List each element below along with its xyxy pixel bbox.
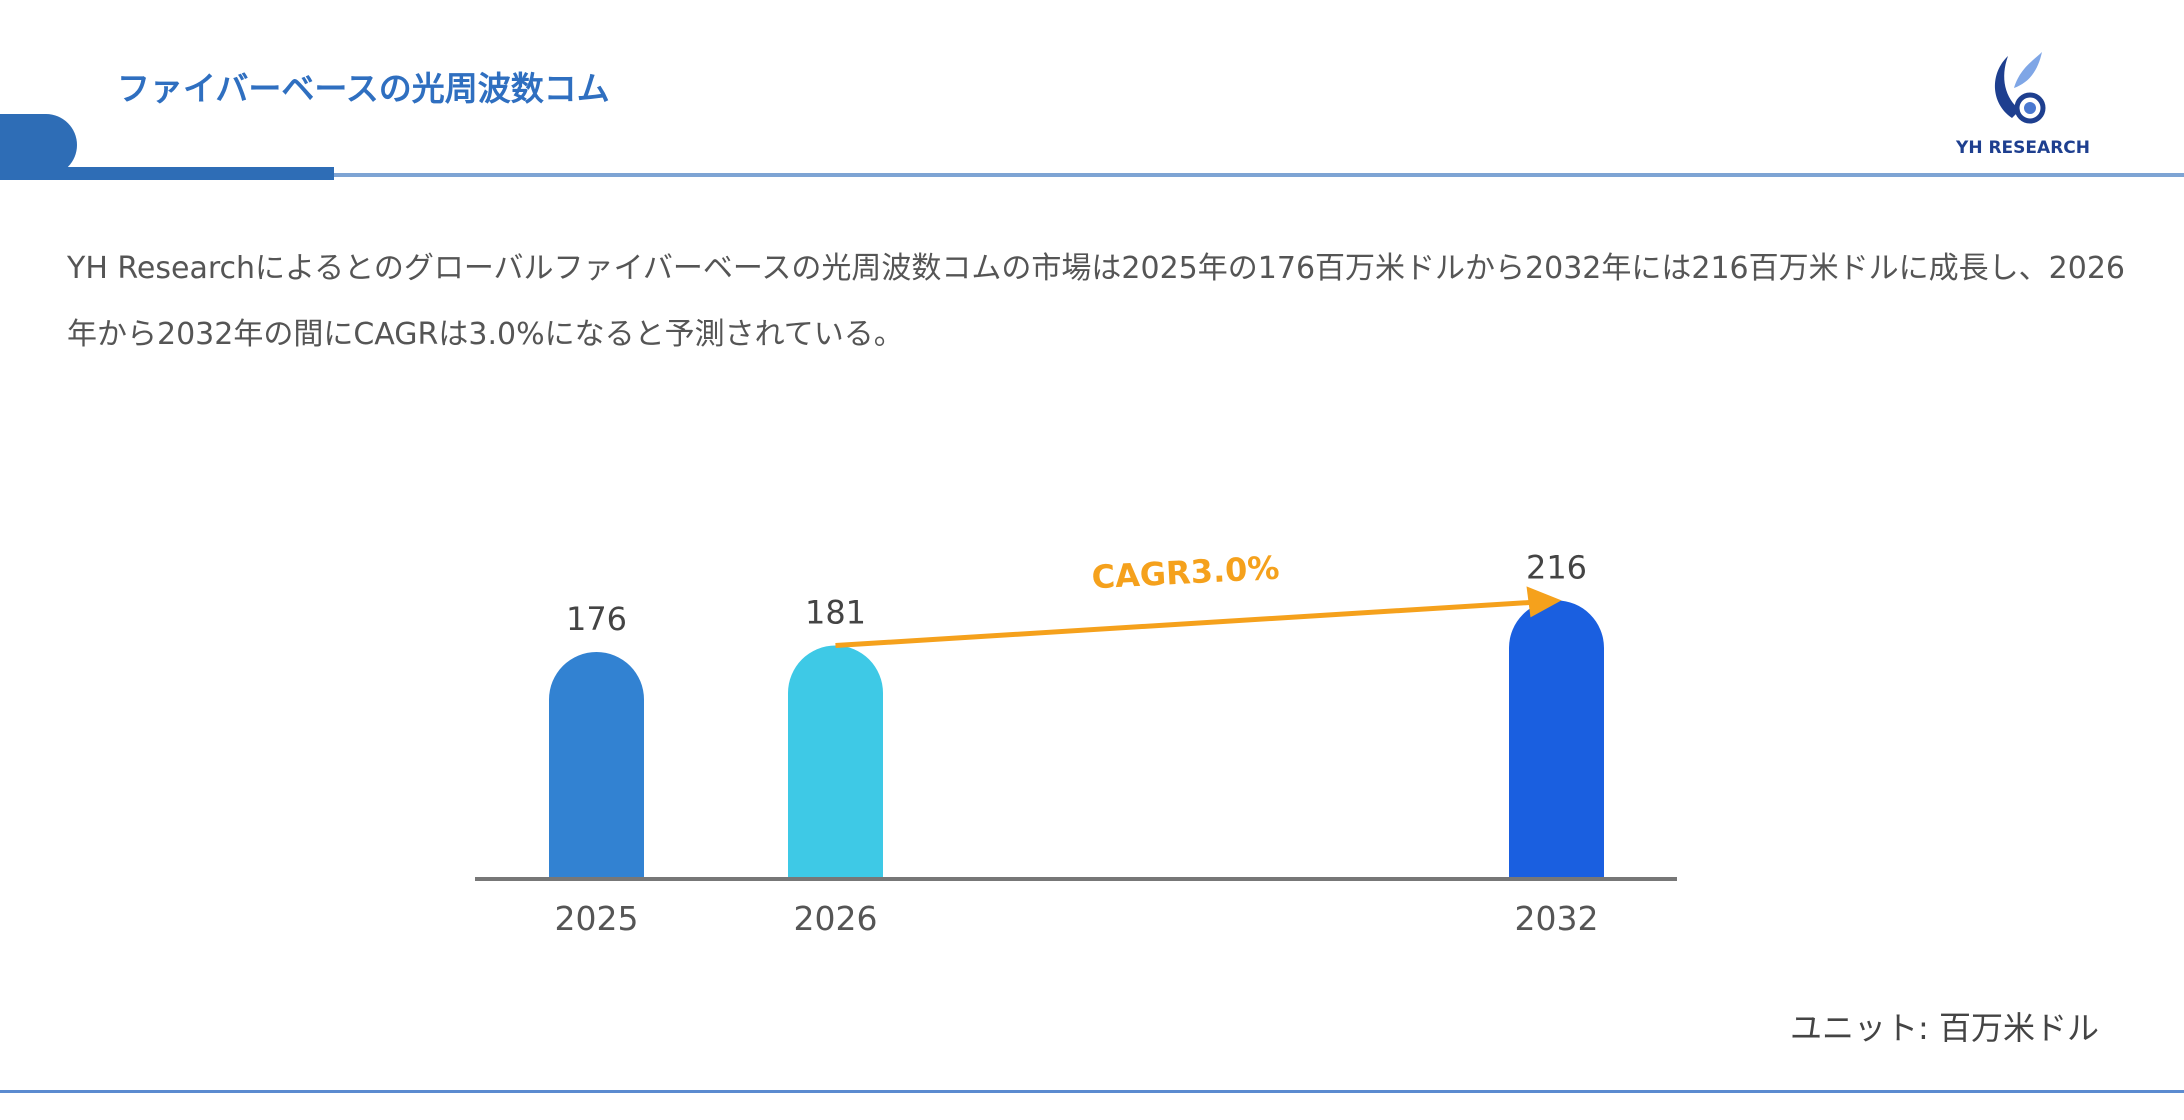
bar-2026 [788, 645, 883, 879]
unit-label: ユニット: 百万米ドル [1790, 1009, 2099, 1047]
value-label-2025: 176 [566, 600, 627, 638]
yh-research-logo: YH RESEARCH [1950, 48, 2096, 158]
value-label-2026: 181 [805, 594, 866, 632]
page-title: ファイバーベースの光周波数コム [117, 69, 610, 108]
summary-text: YH Researchによるとのグローバルファイバーベースの光周波数コムの市場は… [67, 251, 2125, 352]
cagr-arrow-head-icon [1526, 586, 1562, 618]
logo-text: YH RESEARCH [1956, 138, 2090, 158]
value-label-2032: 216 [1526, 548, 1587, 586]
footer-divider [0, 1090, 2184, 1093]
logo-mark-icon [1994, 52, 2046, 124]
cagr-arrow-line [835, 599, 1532, 649]
header-tab-decoration [0, 114, 77, 176]
header-bar-decoration [0, 167, 334, 180]
bar-2025 [549, 651, 644, 879]
x-tick-label-2026: 2026 [794, 899, 878, 938]
x-tick-label-2025: 2025 [555, 899, 639, 938]
header-divider [334, 173, 2184, 177]
bar-2032 [1509, 600, 1604, 879]
x-tick-label-2032: 2032 [1515, 899, 1599, 938]
cagr-label: CAGR3.0% [1091, 549, 1281, 597]
